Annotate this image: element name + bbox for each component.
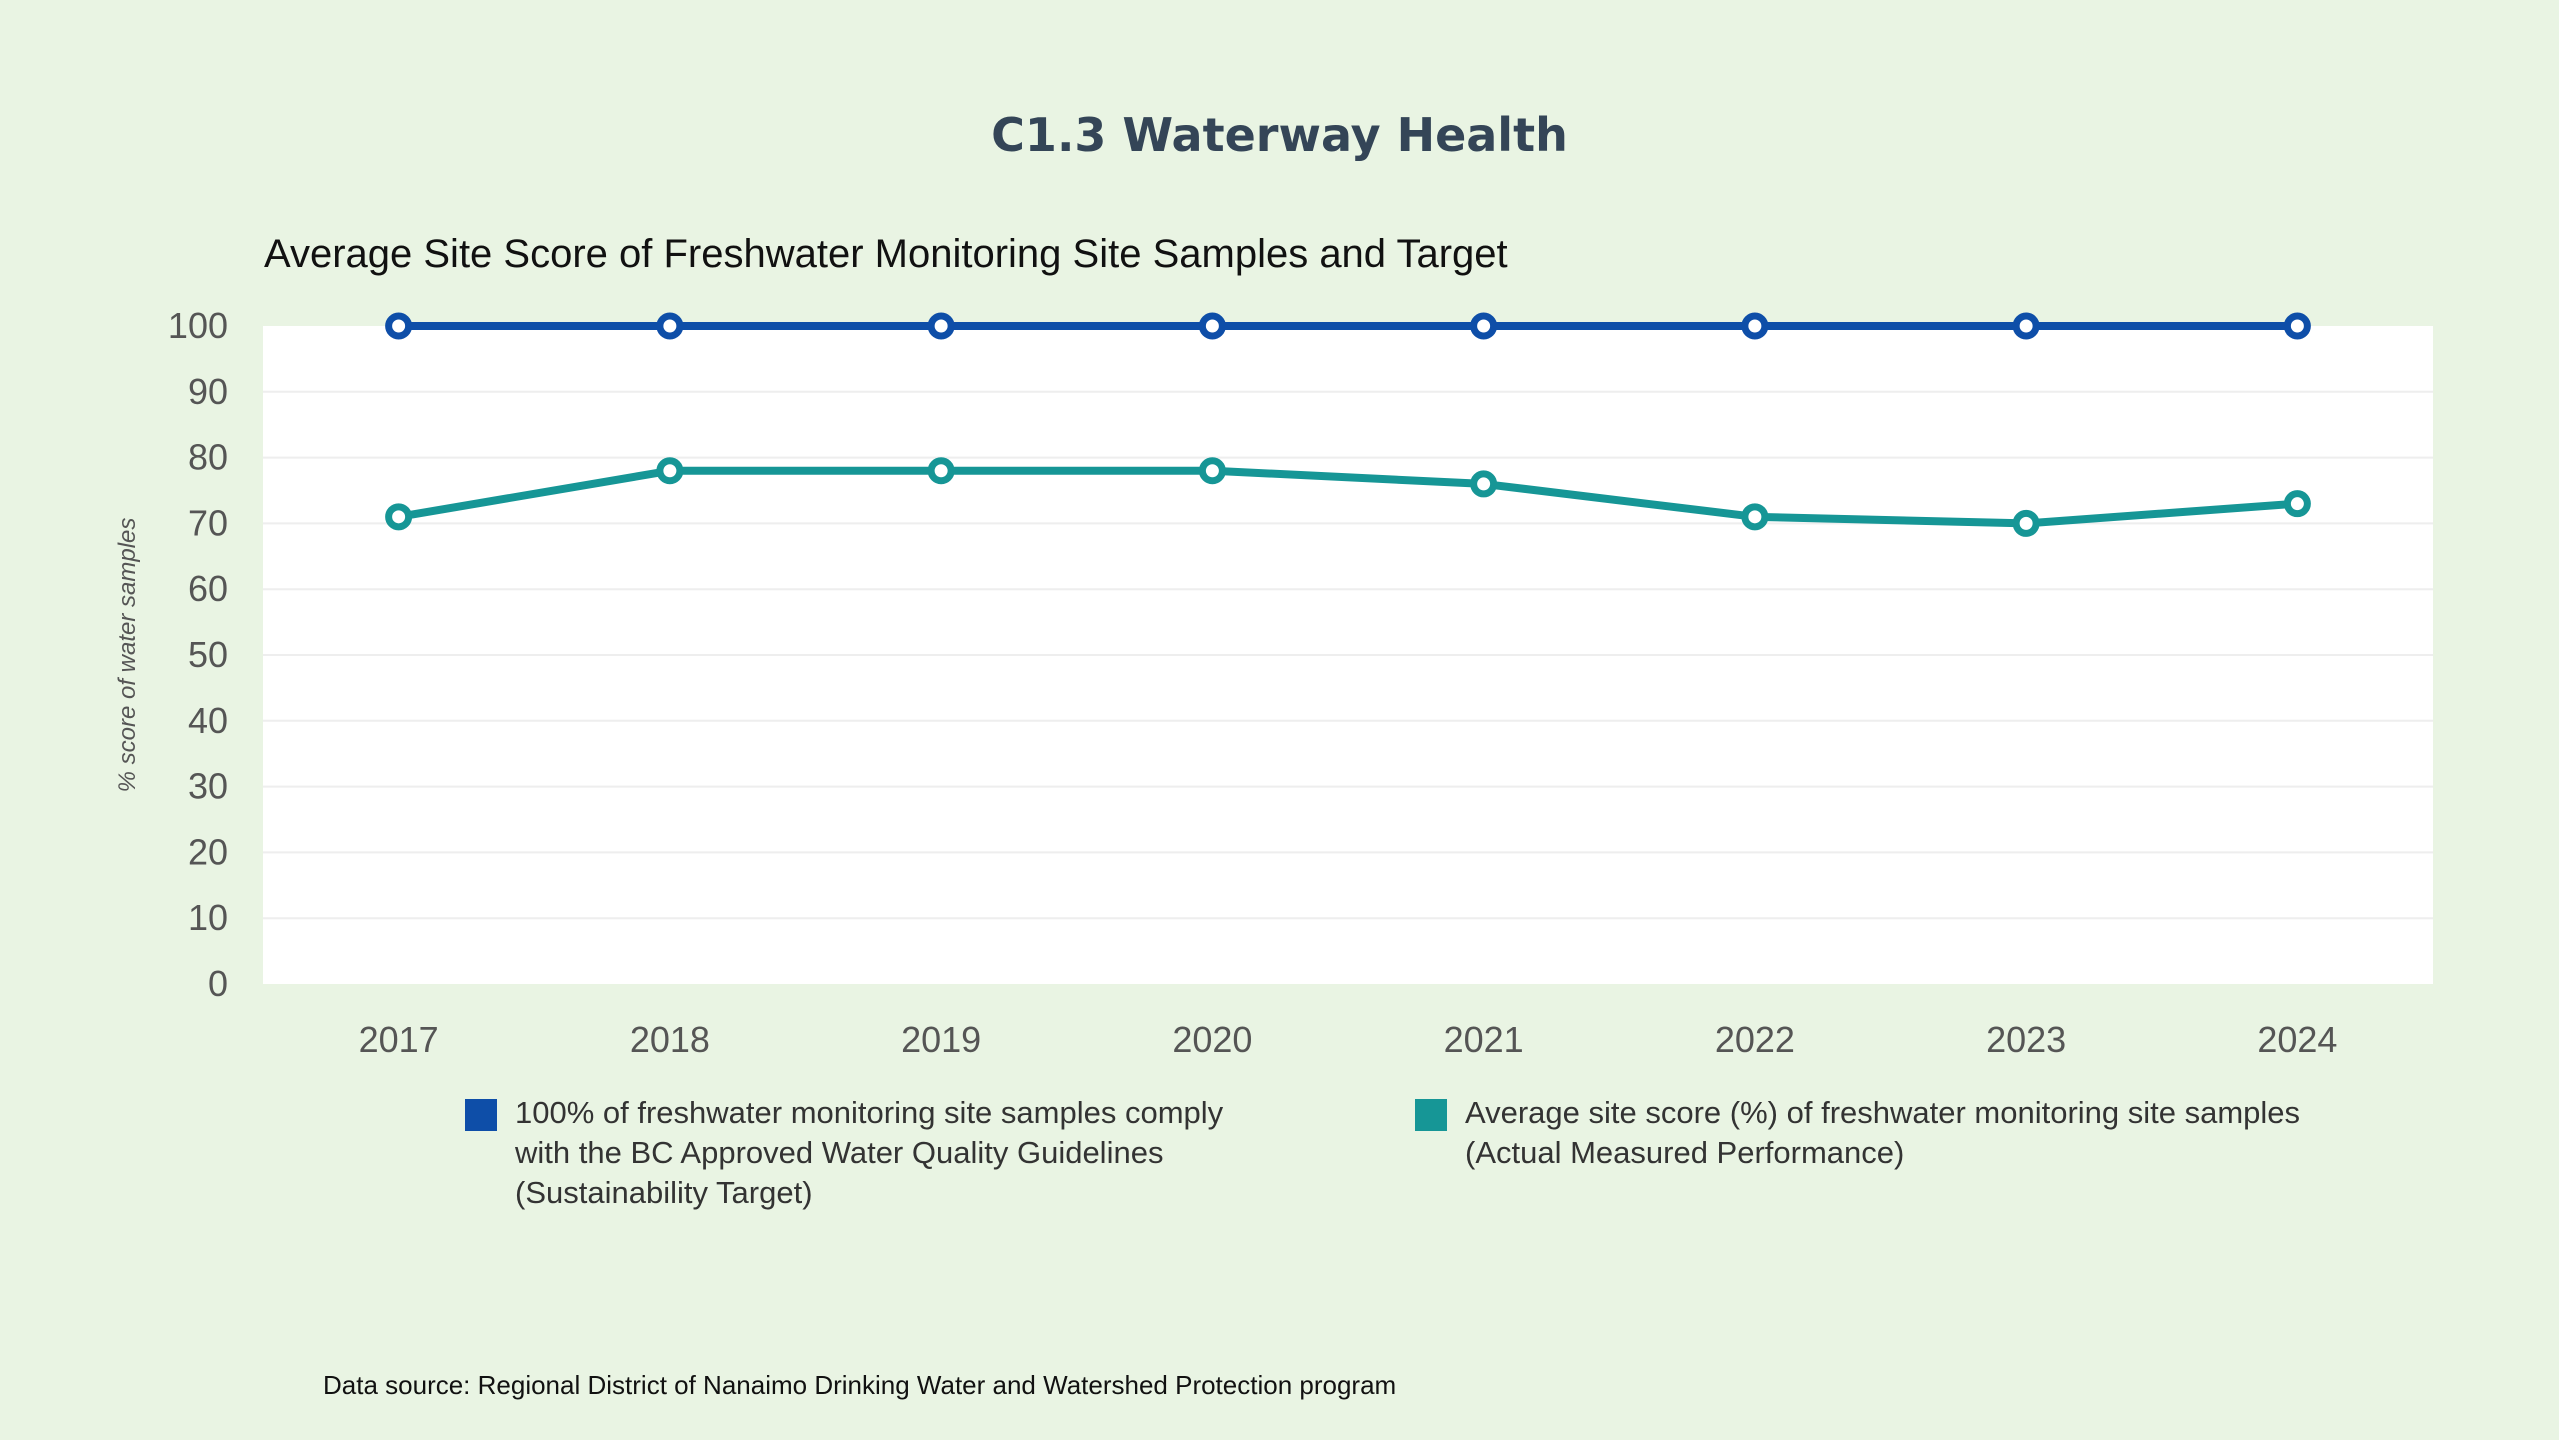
data-point-actual <box>2012 509 2040 537</box>
data-source-note: Data source: Regional District of Nanaim… <box>323 1370 1397 1400</box>
y-tick-label: 90 <box>188 371 228 412</box>
y-tick-label: 80 <box>188 437 228 478</box>
data-point-target <box>385 312 413 340</box>
y-tick-label: 20 <box>188 831 228 872</box>
legend-label-target: 100% of freshwater monitoring site sampl… <box>515 1095 1224 1210</box>
gridlines <box>263 390 2433 920</box>
data-point-actual <box>385 503 413 531</box>
x-tick-label: 2019 <box>901 1019 981 1060</box>
series-lines <box>397 322 2298 528</box>
y-tick-label: 30 <box>188 766 228 807</box>
y-tick-label: 0 <box>208 963 228 1004</box>
y-tick-label: 70 <box>188 502 228 543</box>
series-markers <box>385 312 2311 537</box>
x-tick-label: 2018 <box>630 1019 710 1060</box>
data-point-actual <box>1741 503 1769 531</box>
y-tick-label: 60 <box>188 568 228 609</box>
data-point-actual <box>2283 490 2311 518</box>
data-point-target <box>1198 312 1226 340</box>
data-point-target <box>2012 312 2040 340</box>
data-point-target <box>927 312 955 340</box>
x-tick-label: 2017 <box>359 1019 439 1060</box>
data-point-target <box>1470 312 1498 340</box>
legend-swatch-target <box>465 1099 497 1131</box>
data-point-target <box>1741 312 1769 340</box>
x-tick-label: 2024 <box>2257 1019 2337 1060</box>
data-point-actual <box>656 457 684 485</box>
data-point-actual <box>1470 470 1498 498</box>
x-tick-label: 2021 <box>1444 1019 1524 1060</box>
data-point-target <box>2283 312 2311 340</box>
page-title: C1.3 Waterway Health <box>991 108 1568 162</box>
data-point-actual <box>927 457 955 485</box>
x-tick-label: 2022 <box>1715 1019 1795 1060</box>
legend-swatch-actual <box>1415 1099 1447 1131</box>
series-line-actual <box>397 466 2298 528</box>
chart-title: Average Site Score of Freshwater Monitor… <box>264 232 1508 276</box>
legend-label-actual: Average site score (%) of freshwater mon… <box>1465 1095 2301 1170</box>
y-tick-label: 40 <box>188 700 228 741</box>
legend-item-target: 100% of freshwater monitoring site sampl… <box>465 1093 1285 1213</box>
x-tick-label: 2023 <box>1986 1019 2066 1060</box>
y-axis-ticks: 0 10 20 30 40 50 60 70 80 90 100 <box>168 305 228 1004</box>
y-tick-label: 10 <box>188 897 228 938</box>
y-tick-label: 50 <box>188 634 228 675</box>
legend-item-actual: Average site score (%) of freshwater mon… <box>1415 1093 2365 1173</box>
data-point-target <box>656 312 684 340</box>
y-tick-label: 100 <box>168 305 228 346</box>
x-axis-ticks: 2017 2018 2019 2020 2021 2022 2023 2024 <box>359 1019 2338 1060</box>
data-point-actual <box>1198 457 1226 485</box>
x-tick-label: 2020 <box>1172 1019 1252 1060</box>
